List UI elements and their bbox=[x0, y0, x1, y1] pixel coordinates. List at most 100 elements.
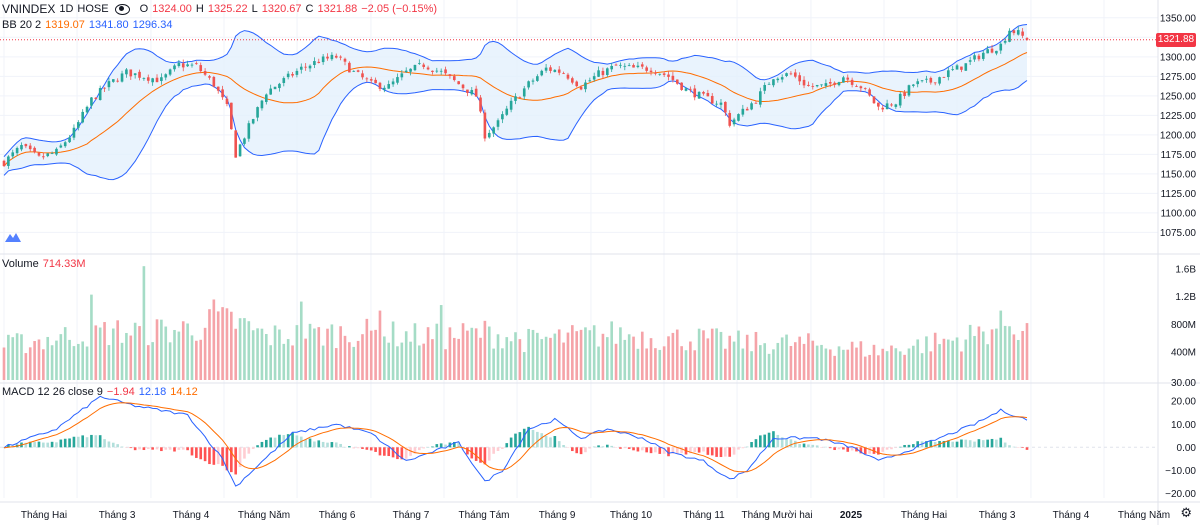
candle bbox=[120, 73, 124, 82]
macd-histogram-bar bbox=[662, 447, 666, 454]
candle bbox=[772, 79, 775, 86]
candle bbox=[352, 70, 356, 72]
candle bbox=[903, 92, 906, 97]
macd-legend[interactable]: MACD 12 26 close 9 −1.94 12.18 14.12 bbox=[2, 386, 198, 398]
candle bbox=[212, 76, 216, 87]
volume-bar bbox=[444, 349, 447, 380]
macd-histogram-bar bbox=[317, 440, 321, 448]
volume-bar bbox=[400, 342, 404, 380]
candle bbox=[619, 64, 622, 66]
time-axis-label: Tháng 4 bbox=[173, 510, 210, 521]
candle bbox=[199, 65, 203, 72]
candle bbox=[579, 87, 583, 90]
candle bbox=[890, 104, 893, 106]
volume-bar bbox=[216, 311, 220, 380]
candle bbox=[479, 97, 482, 112]
candle bbox=[243, 138, 246, 144]
candle bbox=[610, 65, 613, 70]
volume-bar bbox=[225, 308, 229, 380]
macd-top-tick-label: 30.00 bbox=[1171, 378, 1196, 389]
volume-bar bbox=[842, 349, 845, 380]
candle bbox=[960, 66, 963, 70]
price-tick-label: 1225.00 bbox=[1160, 111, 1197, 122]
macd-histogram-bar bbox=[1003, 442, 1007, 448]
candle bbox=[77, 122, 80, 128]
price-tick-label: 1150.00 bbox=[1161, 169, 1197, 180]
candle bbox=[715, 103, 718, 105]
bb-legend[interactable]: BB 20 2 1319.07 1341.80 1296.34 bbox=[2, 19, 172, 31]
candle bbox=[981, 52, 985, 59]
volume-bar bbox=[28, 347, 32, 380]
volume-bar bbox=[807, 333, 810, 380]
macd-histogram-bar bbox=[444, 444, 447, 448]
macd-histogram-bar bbox=[780, 437, 784, 448]
candle bbox=[461, 84, 465, 89]
macd-histogram-bar bbox=[221, 447, 224, 466]
macd-histogram-bar bbox=[877, 447, 880, 455]
volume-label[interactable]: Volume bbox=[2, 258, 39, 270]
macd-histogram-bar bbox=[483, 447, 487, 465]
macd-histogram-bar bbox=[1012, 446, 1016, 448]
candle bbox=[741, 108, 745, 115]
candle bbox=[247, 123, 251, 139]
macd-histogram-bar bbox=[640, 447, 644, 451]
macd-histogram-bar bbox=[933, 442, 937, 448]
bb-label[interactable]: BB 20 2 bbox=[2, 19, 42, 31]
volume-bar bbox=[592, 325, 596, 380]
eye-icon[interactable] bbox=[114, 3, 130, 15]
macd-histogram-bar bbox=[855, 447, 858, 452]
volume-bar bbox=[326, 328, 329, 380]
volume-bar bbox=[461, 323, 465, 380]
volume-legend[interactable]: Volume 714.33M bbox=[2, 258, 86, 270]
macd-histogram-bar bbox=[42, 442, 45, 448]
candle bbox=[422, 64, 426, 67]
candle bbox=[877, 102, 880, 107]
volume-bar bbox=[597, 346, 600, 380]
macd-histogram-bar bbox=[868, 447, 871, 454]
candle bbox=[1008, 30, 1011, 42]
volume-bar bbox=[24, 353, 28, 380]
candle bbox=[50, 153, 54, 154]
volume-bar bbox=[859, 341, 863, 380]
candle bbox=[413, 64, 417, 71]
volume-bar bbox=[470, 327, 474, 380]
candle bbox=[802, 79, 806, 86]
macd-histogram-bar bbox=[1016, 447, 1020, 448]
macd-histogram-bar bbox=[946, 440, 950, 448]
candle bbox=[400, 73, 404, 78]
tradingview-logo-icon[interactable] bbox=[4, 230, 22, 244]
symbol-name[interactable]: VNINDEX bbox=[2, 2, 56, 16]
volume-bar bbox=[601, 333, 605, 380]
volume-bar bbox=[658, 349, 662, 380]
candle bbox=[710, 95, 714, 104]
candle bbox=[754, 102, 758, 104]
candle bbox=[418, 63, 421, 64]
macd-histogram-bar bbox=[77, 436, 80, 448]
candle bbox=[785, 73, 788, 77]
candle bbox=[938, 77, 941, 84]
macd-histogram-bar bbox=[230, 447, 233, 473]
macd-histogram-bar bbox=[754, 439, 758, 448]
volume-bar bbox=[846, 349, 850, 380]
gear-icon[interactable]: ⚙ bbox=[1180, 505, 1192, 520]
candle bbox=[326, 56, 329, 59]
macd-histogram-bar bbox=[540, 433, 544, 448]
candle bbox=[575, 81, 579, 87]
candle bbox=[483, 112, 487, 139]
volume-bar bbox=[916, 339, 920, 380]
volume-bar bbox=[912, 345, 915, 380]
macd-histogram-bar bbox=[518, 432, 522, 448]
volume-bar bbox=[77, 343, 80, 380]
volume-bar bbox=[55, 340, 58, 380]
candle bbox=[789, 73, 793, 75]
candle bbox=[1003, 40, 1007, 43]
volume-bar bbox=[483, 320, 487, 380]
volume-bar bbox=[173, 329, 176, 380]
macd-histogram-bar bbox=[557, 441, 561, 448]
candle bbox=[334, 55, 338, 58]
macd-histogram-bar bbox=[898, 446, 902, 448]
interval-label[interactable]: 1D bbox=[59, 3, 74, 15]
volume-bar bbox=[872, 344, 876, 380]
macd-label[interactable]: MACD 12 26 close 9 bbox=[2, 386, 103, 398]
